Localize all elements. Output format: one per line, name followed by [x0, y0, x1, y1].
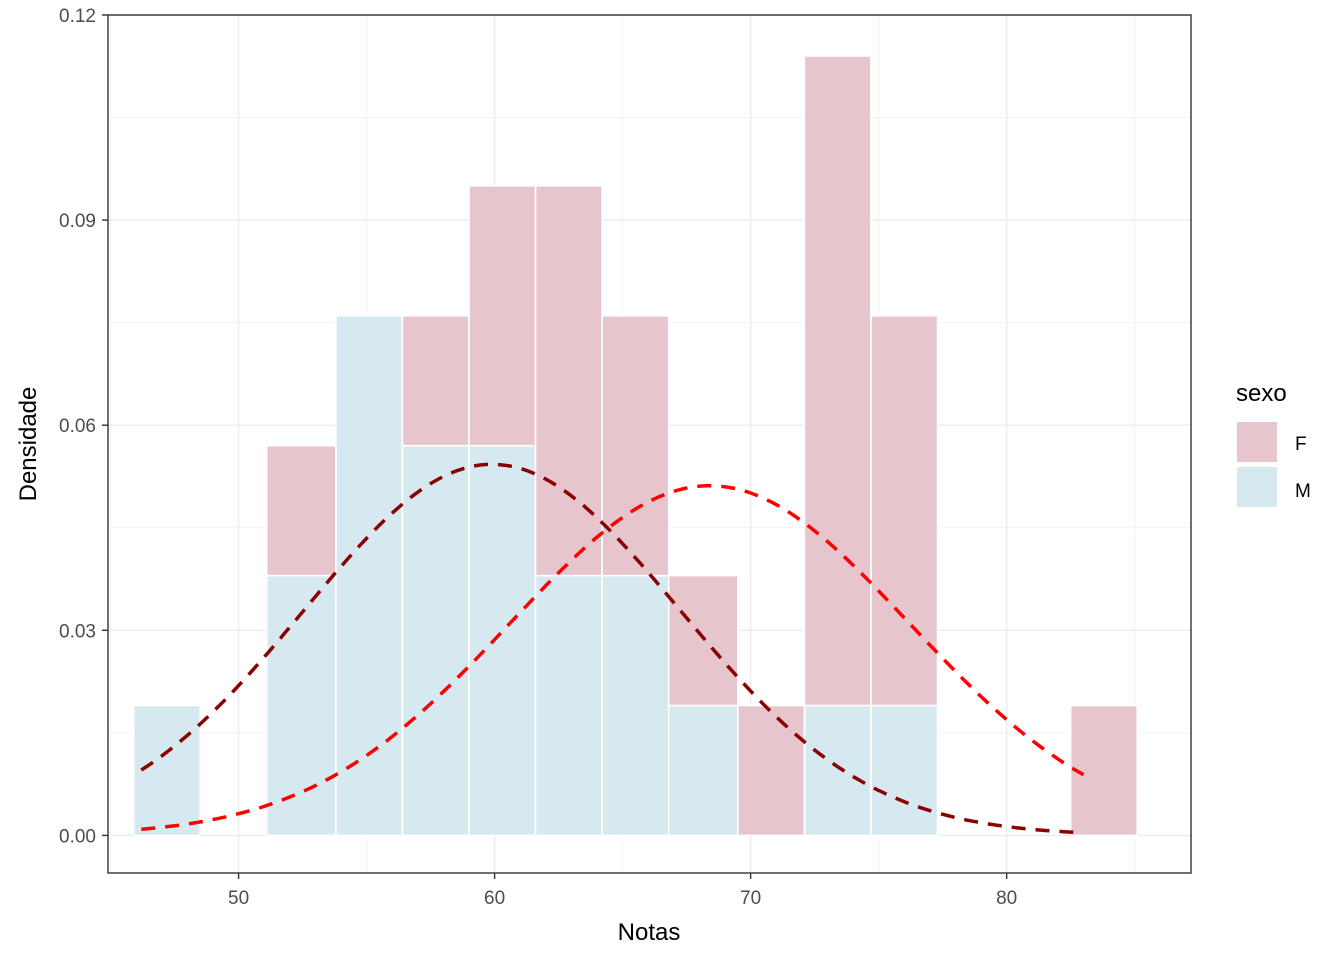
y-tick-label: 0.03: [59, 621, 96, 642]
x-tick-label: 60: [484, 888, 505, 909]
bar-m-bin-10: [803, 704, 872, 837]
bar-m-bin-5: [468, 444, 537, 837]
y-tick-label: 0.12: [59, 6, 96, 27]
legend-title: sexo: [1236, 380, 1287, 407]
bar-m-bin-7: [601, 574, 670, 837]
legend: sexo F M: [1236, 380, 1311, 507]
bar-m-bin-6: [534, 574, 603, 837]
bar-f-bin-4: [401, 315, 470, 447]
bar-m-bin-3: [335, 315, 404, 837]
bar-m-bin-0: [132, 704, 201, 837]
y-axis-title: Densidade: [15, 387, 42, 502]
x-tick-label: 50: [228, 888, 249, 909]
x-axis-title: Notas: [618, 919, 681, 946]
bar-f-bin-5: [468, 185, 537, 447]
legend-key-f: [1237, 422, 1277, 462]
y-tick-label: 0.00: [59, 826, 96, 847]
bar-m-bin-8: [667, 704, 739, 837]
plot-border: [107, 14, 1192, 874]
bar-f-bin-10: [803, 55, 872, 707]
legend-label-f: F: [1295, 434, 1307, 455]
legend-key-m: [1237, 467, 1277, 507]
x-tick-label: 80: [996, 888, 1017, 909]
bar-f-bin-14: [1069, 704, 1139, 837]
density-curve-m: [140, 462, 1074, 834]
x-axis-ticks: 50 60 70 80: [228, 873, 1017, 909]
bar-f-bin-7: [601, 315, 670, 577]
bar-f-bin-2: [265, 444, 337, 577]
bar-f-bin-6: [534, 185, 603, 577]
bar-f-bin-11: [870, 315, 939, 707]
x-tick-label: 70: [740, 888, 761, 909]
bar-m-bin-4: [401, 444, 470, 837]
legend-label-m: M: [1295, 481, 1311, 502]
histogram-bars: [132, 55, 1139, 837]
bar-f-bin-9: [737, 704, 806, 837]
density-curve-f: [141, 483, 1085, 832]
y-axis-ticks: 0.00 0.03 0.06 0.09 0.12: [59, 6, 108, 847]
y-tick-label: 0.09: [59, 211, 96, 232]
density-curves: [140, 462, 1085, 834]
y-tick-label: 0.06: [59, 416, 96, 437]
bar-m-bin-11: [870, 704, 939, 837]
bar-f-bin-8: [667, 574, 739, 707]
